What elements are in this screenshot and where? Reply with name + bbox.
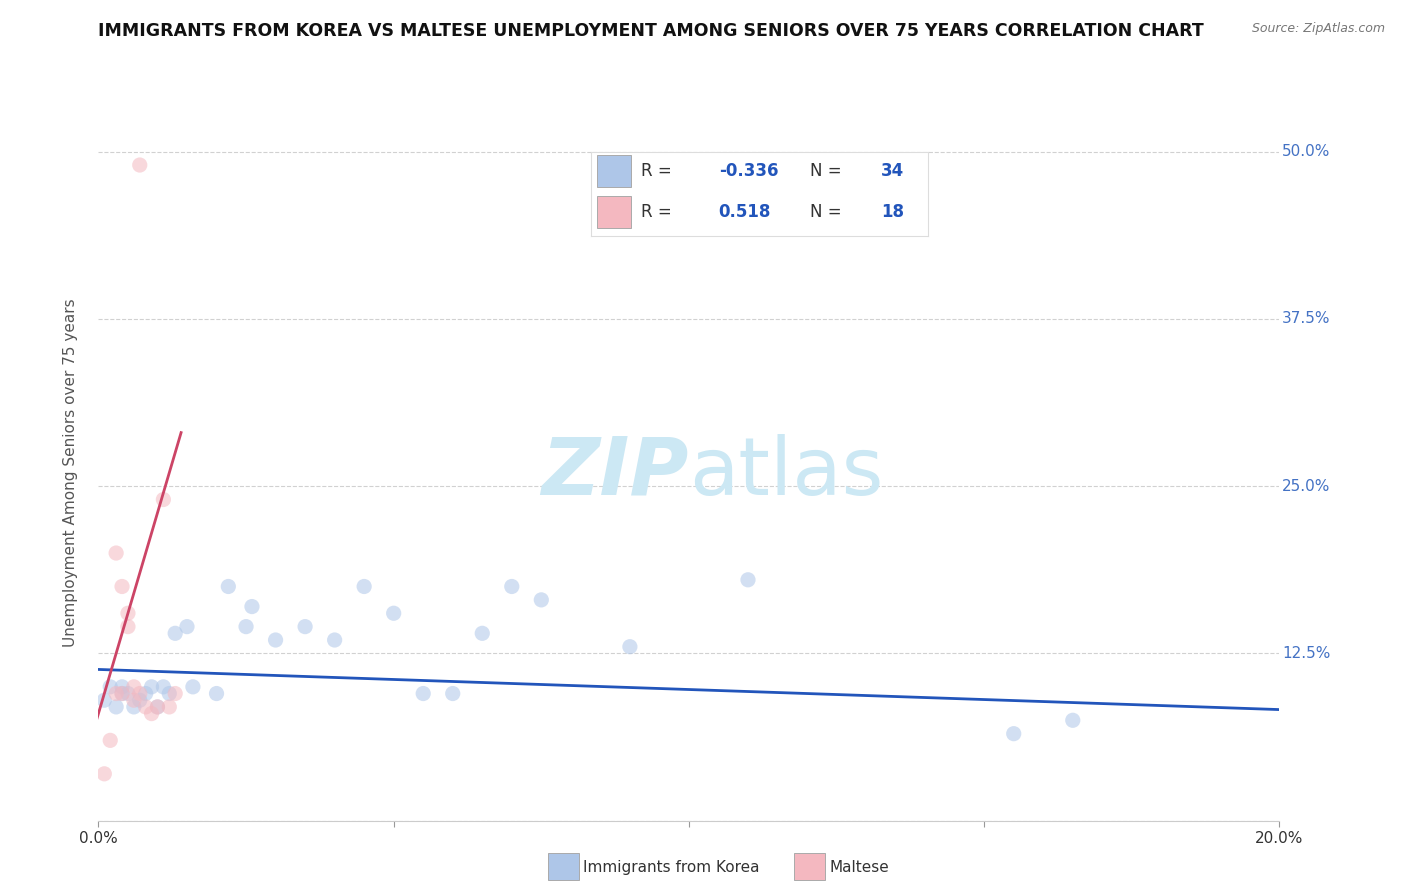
Text: 25.0%: 25.0% <box>1282 479 1330 493</box>
Text: atlas: atlas <box>689 434 883 512</box>
Point <box>122 699 145 714</box>
Text: 50.0%: 50.0% <box>1282 145 1330 159</box>
Point <box>217 580 239 594</box>
Point <box>157 687 180 701</box>
Point <box>105 687 128 701</box>
Point <box>93 766 115 781</box>
Point <box>146 699 169 714</box>
Point <box>135 687 157 701</box>
Point <box>98 733 121 747</box>
Point <box>122 693 145 707</box>
Point <box>152 680 174 694</box>
Point <box>235 620 257 634</box>
Text: Immigrants from Korea: Immigrants from Korea <box>583 861 761 875</box>
Point <box>111 687 134 701</box>
Point <box>111 580 134 594</box>
Text: 18: 18 <box>880 202 904 221</box>
Point <box>181 680 204 694</box>
Point <box>128 687 150 701</box>
Point <box>1062 714 1084 728</box>
Text: 34: 34 <box>880 162 904 180</box>
Text: 12.5%: 12.5% <box>1282 646 1330 661</box>
Point <box>165 626 187 640</box>
Point <box>240 599 263 614</box>
Point <box>128 158 150 172</box>
Point <box>501 580 523 594</box>
Point <box>382 607 405 621</box>
Point <box>146 699 169 714</box>
Point <box>264 633 287 648</box>
Text: Maltese: Maltese <box>830 861 889 875</box>
Point <box>294 620 316 634</box>
Point <box>157 699 180 714</box>
Point <box>205 687 228 701</box>
Bar <box>598 155 631 187</box>
Point <box>105 699 128 714</box>
Text: 37.5%: 37.5% <box>1282 311 1330 326</box>
Point <box>1002 726 1025 740</box>
Text: 0.518: 0.518 <box>718 202 770 221</box>
Point <box>152 492 174 507</box>
Point <box>117 687 139 701</box>
Point <box>117 620 139 634</box>
Text: IMMIGRANTS FROM KOREA VS MALTESE UNEMPLOYMENT AMONG SENIORS OVER 75 YEARS CORREL: IMMIGRANTS FROM KOREA VS MALTESE UNEMPLO… <box>98 22 1204 40</box>
Point <box>165 687 187 701</box>
Point <box>111 680 134 694</box>
Text: ZIP: ZIP <box>541 434 689 512</box>
Point <box>93 693 115 707</box>
Point <box>353 580 375 594</box>
Point <box>176 620 198 634</box>
Point <box>737 573 759 587</box>
Point <box>111 687 134 701</box>
Point <box>412 687 434 701</box>
Point <box>98 680 121 694</box>
Point <box>105 546 128 560</box>
Bar <box>598 195 631 227</box>
Text: R =: R = <box>641 202 678 221</box>
Point <box>619 640 641 654</box>
Point <box>530 592 553 607</box>
Point <box>441 687 464 701</box>
Text: R =: R = <box>641 162 678 180</box>
Text: N =: N = <box>810 202 846 221</box>
Point <box>128 693 150 707</box>
Point <box>471 626 494 640</box>
Text: Source: ZipAtlas.com: Source: ZipAtlas.com <box>1251 22 1385 36</box>
Point <box>117 607 139 621</box>
Point <box>141 706 163 721</box>
Text: N =: N = <box>810 162 846 180</box>
Point <box>323 633 346 648</box>
Point <box>135 699 157 714</box>
Text: -0.336: -0.336 <box>718 162 779 180</box>
Point <box>141 680 163 694</box>
Point <box>122 680 145 694</box>
Y-axis label: Unemployment Among Seniors over 75 years: Unemployment Among Seniors over 75 years <box>63 299 77 647</box>
